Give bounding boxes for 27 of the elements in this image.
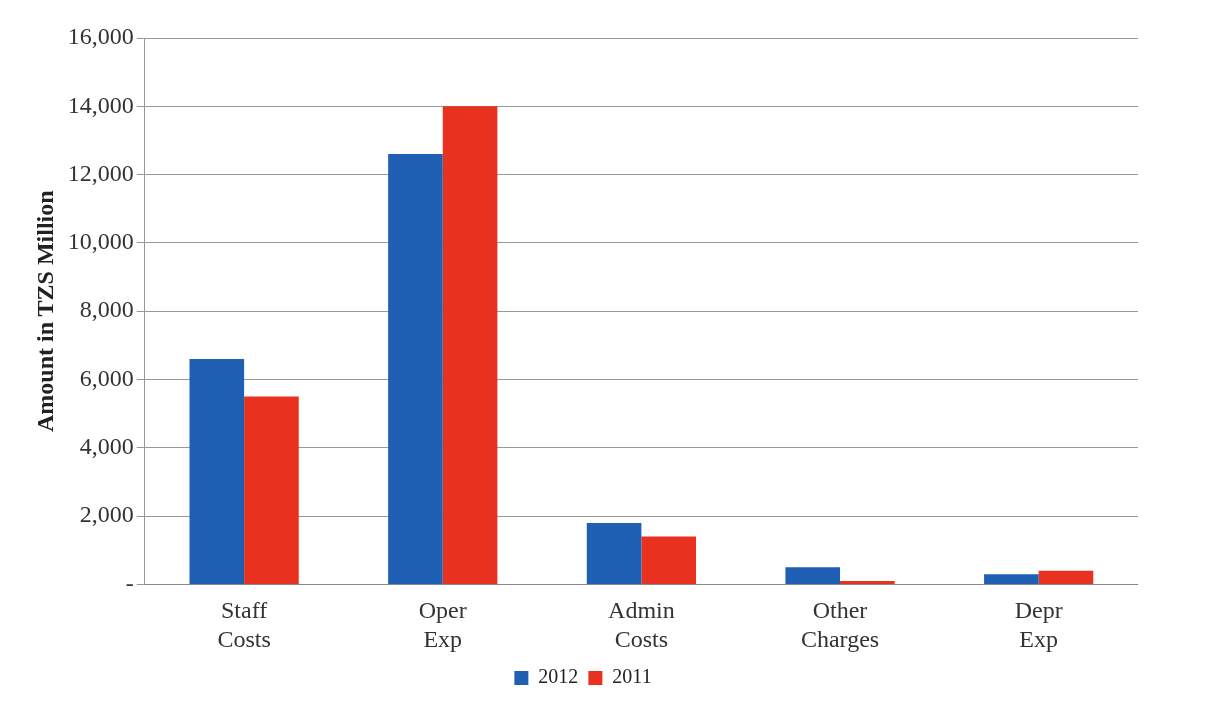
bar — [1038, 570, 1094, 584]
y-tick-label: - — [125, 569, 134, 596]
y-tick-label: 16,000 — [67, 23, 134, 50]
y-tick-label: 10,000 — [67, 228, 134, 255]
bar — [189, 359, 245, 584]
x-tick-label: Staff Costs — [217, 597, 271, 652]
bar — [641, 536, 697, 584]
bar — [586, 522, 642, 584]
x-tick-label: Depr Exp — [1014, 597, 1063, 652]
y-tick-label: 12,000 — [67, 159, 134, 186]
y-axis-title: Amount in TZS Million — [31, 190, 58, 433]
bar — [442, 106, 498, 584]
bar — [840, 580, 895, 584]
legend-label: 2011 — [612, 665, 652, 688]
x-tick-label: Admin Costs — [608, 597, 675, 652]
x-tick-label: Oper Exp — [418, 597, 467, 652]
y-tick-label: 2,000 — [79, 501, 134, 528]
bar — [984, 574, 1039, 584]
bar — [785, 567, 841, 584]
bar — [388, 154, 443, 584]
bar — [244, 396, 299, 584]
y-tick-label: 8,000 — [79, 296, 134, 323]
y-tick-label: 14,000 — [67, 91, 134, 118]
legend-label: 2012 — [538, 665, 579, 688]
y-tick-label: 4,000 — [79, 433, 134, 460]
y-tick-label: 6,000 — [79, 364, 134, 391]
x-tick-label: Other Charges — [800, 597, 880, 652]
